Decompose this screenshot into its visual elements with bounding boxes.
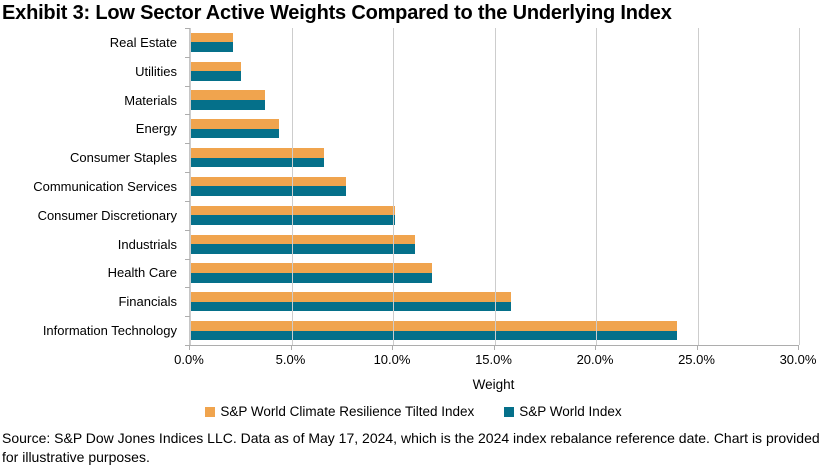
x-axis-tick: [798, 346, 799, 350]
bar-row: [185, 86, 799, 116]
bar-world-index: [190, 100, 266, 110]
category-label: Communication Services: [33, 178, 177, 194]
bar-row: [185, 287, 799, 317]
bar-row: [185, 316, 799, 346]
x-tick-label: 15.0%: [475, 352, 512, 367]
gridline: [190, 28, 191, 345]
bar-climate-tilted-index: [190, 263, 432, 273]
category-label: Real Estate: [109, 34, 177, 50]
bar-row: [185, 28, 799, 58]
x-tick-label: 30.0%: [779, 352, 817, 367]
bar-world-index: [190, 244, 416, 254]
x-tick-label: 25.0%: [678, 352, 715, 367]
bar-climate-tilted-index: [190, 234, 416, 245]
x-axis-tick: [493, 346, 495, 350]
bar-row: [185, 172, 799, 202]
x-axis-tick: [189, 346, 190, 350]
legend-swatch-orange-icon: [205, 406, 216, 417]
x-axis-tick: [595, 346, 596, 350]
bar-climate-tilted-index: [190, 32, 233, 43]
bar-climate-tilted-index: [190, 90, 266, 101]
bar-world-index: [190, 71, 241, 81]
bar-climate-tilted-index: [190, 119, 280, 129]
legend-item-tilted-index: S&P World Climate Resilience Tilted Inde…: [205, 404, 474, 419]
bar-world-index: [190, 157, 324, 168]
source-note: Source: S&P Dow Jones Indices LLC. Data …: [2, 430, 820, 465]
bar-climate-tilted-index: [190, 292, 511, 302]
category-label: Materials: [124, 92, 177, 108]
legend-label-world-index: S&P World Index: [519, 404, 622, 419]
x-tick-label: 5.0%: [275, 352, 306, 367]
y-axis-category-labels: Real Estate Utilities Materials Energy Consu…: [0, 28, 183, 345]
bar-world-index: [190, 42, 233, 52]
category-label: Consumer Discretionary: [37, 207, 177, 223]
bar-world-index: [190, 215, 396, 225]
x-tick-label: 10.0%: [373, 352, 411, 367]
category-label: Industrials: [117, 236, 177, 252]
gridline: [596, 28, 597, 345]
category-label: Health Care: [107, 265, 177, 281]
x-axis-tick: [290, 346, 292, 350]
bar-row: [185, 201, 799, 231]
gridline: [393, 28, 394, 345]
bar-climate-tilted-index: [190, 148, 324, 158]
gridline: [697, 28, 699, 345]
bar-row: [185, 114, 799, 145]
bar-row: [185, 143, 799, 173]
bar-world-index: [190, 301, 511, 312]
bar-climate-tilted-index: [190, 176, 347, 187]
category-label: Financials: [118, 294, 177, 310]
category-label: Consumer Staples: [70, 150, 177, 166]
bar-climate-tilted-index: [190, 205, 396, 216]
gridline: [799, 28, 800, 345]
bar-world-index: [190, 272, 432, 283]
x-tick-label: 20.0%: [576, 352, 614, 367]
bar-row: [185, 230, 799, 260]
chart-title: Exhibit 3: Low Sector Active Weights Com…: [2, 2, 672, 24]
bar-climate-tilted-index: [190, 61, 241, 72]
x-axis-tick: [392, 346, 393, 350]
bar-row: [185, 57, 799, 87]
category-label: Utilities: [135, 63, 177, 79]
bar-climate-tilted-index: [190, 320, 678, 331]
bar-rows: [185, 28, 799, 346]
x-axis-tick: [696, 346, 698, 350]
bar-world-index: [190, 186, 347, 197]
gridline: [494, 28, 496, 345]
bar-world-index: [190, 330, 678, 341]
legend-label-tilted-index: S&P World Climate Resilience Tilted Inde…: [220, 404, 475, 419]
bar-row: [185, 259, 799, 289]
category-label: Energy: [135, 121, 177, 137]
legend: S&P World Climate Resilience Tilted Inde…: [0, 404, 827, 419]
x-axis-title: Weight: [472, 377, 515, 392]
legend-swatch-teal-icon: [504, 406, 515, 417]
x-tick-label: 0.0%: [174, 352, 204, 367]
plot-area: [185, 28, 800, 346]
bar-world-index: [190, 128, 280, 139]
x-axis: 0.0% 5.0% 10.0% 15.0% 20.0% 25.0% 30.0%: [174, 346, 816, 368]
gridline: [291, 28, 293, 345]
category-label: Information Technology: [42, 323, 177, 339]
legend-item-world-index: S&P World Index: [504, 404, 622, 419]
